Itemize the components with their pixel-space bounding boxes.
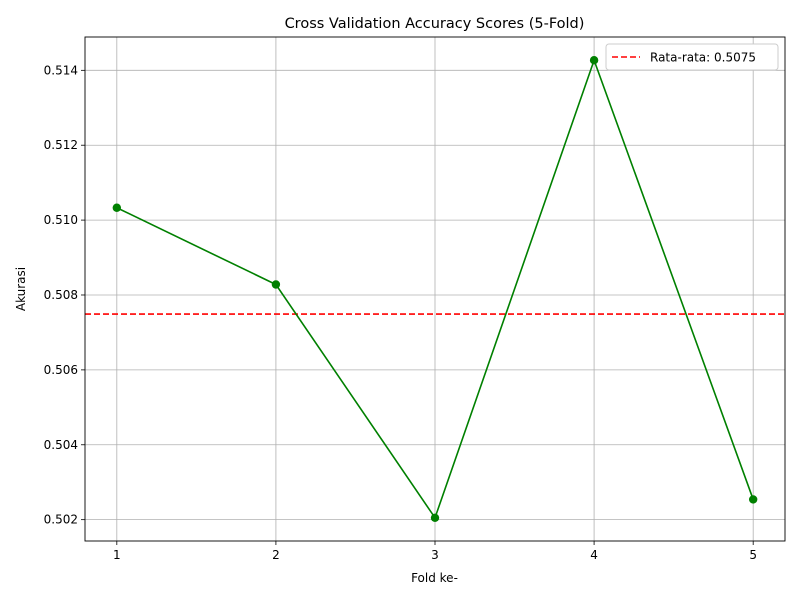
legend: Rata-rata: 0.5075 xyxy=(605,43,779,71)
y-axis-ticks: 0.502 0.504 0.506 0.508 0.510 0.512 0.514 xyxy=(44,63,85,527)
y-axis-label: Akurasi xyxy=(14,267,28,311)
x-tick-label: 5 xyxy=(749,548,757,562)
y-tick-label: 0.510 xyxy=(44,213,78,227)
x-axis-label: Fold ke- xyxy=(411,571,458,585)
x-tick-label: 3 xyxy=(431,548,439,562)
x-axis-ticks: 1 2 3 4 5 xyxy=(113,541,757,562)
data-point xyxy=(112,203,122,212)
data-point xyxy=(430,513,440,522)
data-point xyxy=(589,56,599,65)
chart-title: Cross Validation Accuracy Scores (5-Fold… xyxy=(285,16,585,32)
series-group xyxy=(112,56,758,522)
x-tick-label: 4 xyxy=(590,548,598,562)
x-tick-label: 2 xyxy=(272,548,280,562)
y-tick-label: 0.504 xyxy=(44,438,78,452)
legend-box xyxy=(605,43,779,71)
data-point xyxy=(748,495,758,504)
y-tick-label: 0.502 xyxy=(44,513,78,527)
legend-label-average: Rata-rata: 0.5075 xyxy=(650,51,756,65)
y-tick-label: 0.506 xyxy=(44,363,78,377)
y-tick-label: 0.512 xyxy=(44,138,78,152)
y-tick-label: 0.514 xyxy=(44,63,78,77)
data-point xyxy=(271,280,281,289)
y-tick-label: 0.508 xyxy=(44,288,78,302)
x-tick-label: 1 xyxy=(113,548,121,562)
